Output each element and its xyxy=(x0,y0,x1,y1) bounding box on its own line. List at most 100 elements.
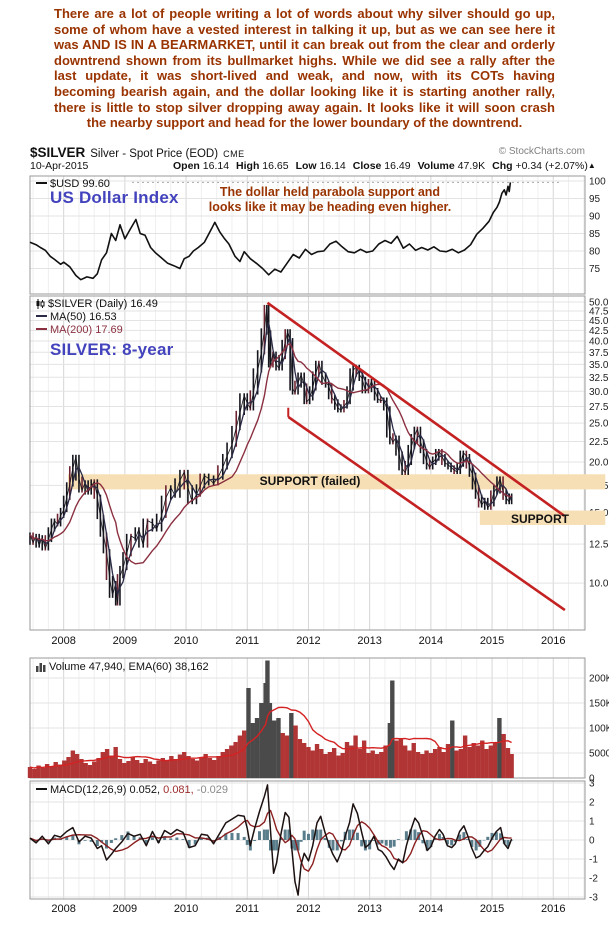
chart-title-row: $SILVER Silver - Spot Price (EOD) CME xyxy=(30,144,245,162)
ticker-symbol: $SILVER xyxy=(30,145,86,160)
low-label: Low xyxy=(295,160,317,172)
x-axis-year-label: 2016 xyxy=(541,635,565,647)
y-axis-tick-label: 30.0 xyxy=(589,387,609,398)
x-axis-year-label: 2014 xyxy=(419,635,443,647)
x-axis-year-label: 2013 xyxy=(357,903,381,915)
commentary-text: There are a lot of people writing a lot … xyxy=(54,6,555,131)
chg-up-arrow-icon: ▲ xyxy=(587,161,596,170)
support-failed-band xyxy=(67,474,606,490)
y-axis-tick-label: 35.0 xyxy=(589,360,609,371)
high-value: 16.65 xyxy=(262,160,289,172)
usd-line-swatch-icon xyxy=(36,182,47,185)
y-axis-tick-label: 85 xyxy=(589,229,601,240)
macd-line-swatch-icon xyxy=(36,788,47,791)
open-value: 16.14 xyxy=(202,160,230,172)
close-value: 16.49 xyxy=(384,160,411,172)
y-axis-tick-label: 10.0 xyxy=(589,579,609,590)
x-axis-year-label: 2011 xyxy=(235,635,259,647)
y-axis-tick-label: 95 xyxy=(589,194,601,205)
y-axis-tick-label: 42.5 xyxy=(589,326,609,337)
ma50-legend-text: MA(50) 16.53 xyxy=(50,311,117,323)
volume-legend-text: Volume 47,940, EMA(60) 38,162 xyxy=(49,661,209,673)
y-axis-tick-label: 37.5 xyxy=(589,348,609,359)
usd-panel-border xyxy=(29,175,586,295)
macd-signal-value: 0.081, xyxy=(163,784,194,796)
x-axis-year-label: 2010 xyxy=(174,903,198,915)
x-axis-year-label: 2016 xyxy=(541,903,565,915)
ma200-legend-text: MA(200) 17.69 xyxy=(50,324,123,336)
candlestick-icon xyxy=(36,299,45,310)
y-axis-tick-label: 100 xyxy=(589,177,606,188)
y-axis-tick-label: 90 xyxy=(589,212,601,223)
silver-legend-text: $SILVER (Daily) 16.49 xyxy=(48,298,158,310)
silver-panel-title: SILVER: 8-year xyxy=(50,340,174,359)
y-axis-tick-label: 0 xyxy=(589,836,595,847)
x-axis-year-label: 2014 xyxy=(419,903,443,915)
x-axis-year-label: 2009 xyxy=(113,635,137,647)
histogram-icon xyxy=(36,663,46,673)
y-axis-tick-label: -3 xyxy=(589,893,598,904)
silver-panel-border xyxy=(29,295,586,631)
y-axis-tick-label: 2 xyxy=(589,798,595,809)
x-axis-year-label: 2015 xyxy=(480,635,504,647)
low-value: 16.14 xyxy=(319,160,346,172)
usd-panel-title: US Dollar Index xyxy=(50,188,179,207)
y-axis-tick-label: 1 xyxy=(589,817,595,828)
y-axis-tick-label: 20.0 xyxy=(589,458,609,469)
y-axis-tick-label: 100K xyxy=(589,724,609,735)
y-axis-tick-label: 200K xyxy=(589,674,609,685)
x-axis-year-label: 2008 xyxy=(51,903,75,915)
volume-legend: Volume 47,940, EMA(60) 38,162 xyxy=(36,661,209,673)
x-axis-year-label: 2010 xyxy=(174,635,198,647)
ma200-legend: MA(200) 17.69 xyxy=(36,324,123,336)
usd-line xyxy=(29,182,512,281)
close-label: Close xyxy=(352,160,382,172)
y-axis-tick-label: 32.5 xyxy=(589,373,609,384)
ma50-line xyxy=(29,322,512,595)
ma200-line-swatch-icon xyxy=(36,328,47,331)
price-line xyxy=(29,306,512,604)
x-axis-year-label: 2012 xyxy=(296,635,320,647)
usd-legend-text: $USD 99.60 xyxy=(50,178,110,190)
x-axis-year-label: 2015 xyxy=(480,903,504,915)
chg-value: +0.34 (+2.07%) xyxy=(515,160,588,172)
macd-legend: MACD(12,26,9) 0.052, 0.081, -0.029 xyxy=(36,784,228,796)
macd-hist-value: -0.029 xyxy=(196,784,228,796)
y-axis-tick-label: 0 xyxy=(589,774,595,785)
quote-row: 10-Apr-2015 Open 16.14 High 16.65 Low 16.14… xyxy=(30,160,596,172)
macd-panel-border xyxy=(29,780,586,900)
ma50-legend: MA(50) 16.53 xyxy=(36,311,117,323)
macd-value: 0.052, xyxy=(129,784,161,796)
usd-annotation: The dollar held parabola support and loo… xyxy=(180,185,480,215)
support-failed-label: SUPPORT (failed) xyxy=(259,474,361,488)
y-axis-tick-label: -2 xyxy=(589,874,598,885)
ma200-line xyxy=(29,343,512,565)
support-label: SUPPORT xyxy=(510,512,569,526)
usd-legend: $USD 99.60 xyxy=(36,178,110,190)
y-axis-tick-label: 22.5 xyxy=(589,437,609,448)
volume-ema-line xyxy=(29,706,512,769)
ticker-description: Silver - Spot Price (EOD) xyxy=(90,148,219,160)
usd-annotation-line2: looks like it may be heading even higher… xyxy=(208,200,452,214)
y-axis-tick-label: 12.5 xyxy=(589,540,609,551)
macd-line xyxy=(29,784,513,896)
x-axis-year-label: 2008 xyxy=(51,635,75,647)
macd-legend-name: MACD(12,26,9) xyxy=(50,784,127,796)
macd-signal-line xyxy=(29,809,512,872)
y-axis-tick-label: 40.0 xyxy=(589,337,609,348)
y-axis-tick-label: 150K xyxy=(589,699,609,710)
volume-label: Volume xyxy=(417,160,455,172)
y-axis-tick-label: 80 xyxy=(589,247,601,258)
usd-annotation-line1: The dollar held parabola support and xyxy=(219,185,441,199)
support-band xyxy=(479,510,606,525)
y-axis-tick-label: 3 xyxy=(589,779,595,790)
y-axis-tick-label: 27.5 xyxy=(589,402,609,413)
ma50-line-swatch-icon xyxy=(36,315,47,318)
high-label: High xyxy=(236,160,260,172)
y-axis-tick-label: 25.0 xyxy=(589,419,609,430)
y-axis-tick-label: 47.5 xyxy=(589,307,609,318)
x-axis-year-label: 2009 xyxy=(113,903,137,915)
